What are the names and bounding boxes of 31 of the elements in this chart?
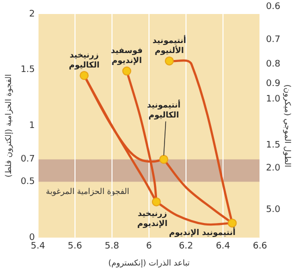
x-tick-label: 5.8 bbox=[104, 241, 120, 252]
text: 1.0 bbox=[266, 94, 281, 104]
x-tick-label: 6 bbox=[146, 241, 152, 252]
y-tick-label: 1.5 bbox=[20, 65, 35, 76]
text: 5.0 bbox=[266, 205, 281, 216]
annotation: أنتيمونيد الألنيوم bbox=[152, 35, 186, 56]
x-axis-title: تباعد الذرات (إنكستروم) bbox=[108, 258, 190, 268]
text: 0.6 bbox=[266, 2, 281, 12]
annotation: زرنيخيد الكاليوم bbox=[68, 50, 100, 70]
text: 2.0 bbox=[266, 164, 281, 174]
x-tick-label: 6.6 bbox=[252, 241, 268, 252]
y-tick-label: 0 bbox=[29, 232, 36, 243]
y-axis-title: الفجوة الحزامية (إلكترون فلط) bbox=[4, 74, 13, 178]
y-tick-label: 0.5 bbox=[20, 177, 35, 188]
annotation: زرنيخيد الإنديوم bbox=[137, 208, 168, 228]
x-tick-label: 5.6 bbox=[68, 241, 82, 252]
text: 1.5 bbox=[266, 140, 280, 151]
y-tick-label: 0.7 bbox=[20, 154, 35, 165]
annotation: فوسفيد الإنديوم bbox=[110, 46, 143, 66]
annotation: أنتيمونيد الإنديوم bbox=[168, 227, 236, 238]
text: 0.8 bbox=[266, 60, 281, 70]
x-tick-label: 6.4 bbox=[216, 241, 230, 252]
band-label: الفجوة الحزامية المرغوبة bbox=[46, 186, 130, 196]
text: 0.9 bbox=[266, 78, 281, 89]
y2-axis-title: الطول الموجي (ميكرون) bbox=[283, 84, 292, 168]
annotation: أنتيمونيد الكاليوم bbox=[146, 99, 181, 120]
x-tick-label: 6.2 bbox=[178, 241, 194, 252]
text: 0.7 bbox=[266, 34, 280, 45]
x-tick-label: 5.4 bbox=[30, 241, 46, 252]
y-tick-label: 1 bbox=[29, 121, 35, 132]
y-tick-label: 2 bbox=[29, 9, 35, 20]
